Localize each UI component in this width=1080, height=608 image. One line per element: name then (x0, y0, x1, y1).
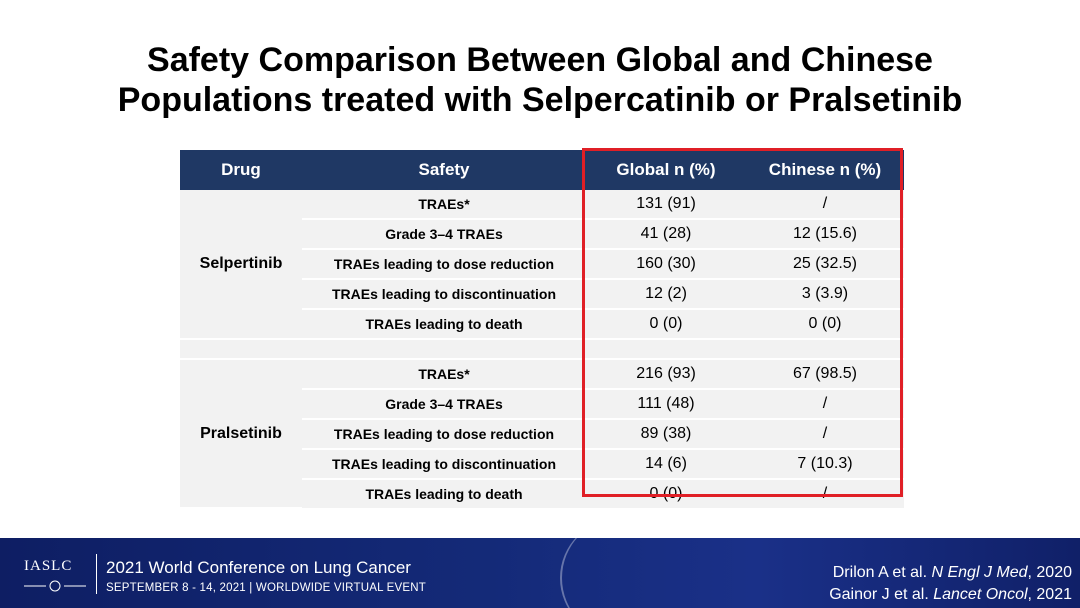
iaslc-logo: IASLC (20, 554, 90, 594)
footer-divider (96, 554, 97, 594)
chinese-cell: / (746, 190, 904, 220)
drug-cell-selpertinib: Selpertinib (180, 190, 302, 340)
chinese-cell: 25 (32.5) (746, 249, 904, 280)
table-row: TRAEs leading to dose reduction 160 (30)… (180, 249, 904, 280)
conference-name: 2021 World Conference on Lung Cancer (106, 558, 411, 577)
table-header-row: Drug Safety Global n (%) Chinese n (%) (180, 150, 904, 190)
global-cell: 89 (38) (586, 419, 746, 450)
chinese-cell: / (746, 419, 904, 450)
lungs-icon (24, 580, 86, 592)
safety-cell: TRAEs leading to discontinuation (302, 279, 586, 310)
global-cell: 131 (91) (586, 190, 746, 220)
global-cell: 111 (48) (586, 389, 746, 420)
header-safety: Safety (302, 150, 586, 190)
table-row: TRAEs leading to discontinuation 14 (6) … (180, 449, 904, 480)
table-row: TRAEs leading to death 0 (0) 0 (0) (180, 309, 904, 340)
ref-year: , 2021 (1027, 586, 1072, 603)
header-drug: Drug (180, 150, 302, 190)
safety-cell: TRAEs leading to discontinuation (302, 449, 586, 480)
reference-2: Gainor J et al. Lancet Oncol, 2021 (829, 584, 1072, 606)
reference-1: Drilon A et al. N Engl J Med, 2020 (829, 562, 1072, 584)
table-row: TRAEs leading to discontinuation 12 (2) … (180, 279, 904, 310)
global-cell: 160 (30) (586, 249, 746, 280)
table-row: TRAEs leading to dose reduction 89 (38) … (180, 419, 904, 450)
global-cell: 0 (0) (586, 309, 746, 340)
slide-title: Safety Comparison Between Global and Chi… (0, 40, 1080, 120)
chinese-cell: / (746, 389, 904, 420)
chinese-cell: 67 (98.5) (746, 359, 904, 390)
ref-year: , 2020 (1027, 564, 1072, 581)
safety-cell: TRAEs leading to dose reduction (302, 419, 586, 450)
global-cell: 14 (6) (586, 449, 746, 480)
spacer-cell (180, 339, 904, 360)
ref-authors: Gainor J et al. (829, 586, 934, 603)
references: Drilon A et al. N Engl J Med, 2020 Gaino… (829, 562, 1072, 606)
safety-cell: TRAEs leading to death (302, 479, 586, 508)
global-cell: 216 (93) (586, 359, 746, 390)
safety-cell: TRAEs* (302, 190, 586, 220)
chinese-cell: 7 (10.3) (746, 449, 904, 480)
table-row: Grade 3–4 TRAEs 111 (48) / (180, 389, 904, 420)
table-row: Pralsetinib TRAEs* 216 (93) 67 (98.5) (180, 359, 904, 509)
drug-cell-pralsetinib: Pralsetinib (180, 359, 302, 509)
table-spacer-row (180, 339, 904, 360)
ref-authors: Drilon A et al. (832, 564, 932, 581)
safety-table: Drug Safety Global n (%) Chinese n (%) S… (180, 150, 904, 509)
swoosh-decoration (560, 538, 682, 608)
logo-text: IASLC (24, 558, 73, 574)
safety-cell: TRAEs leading to dose reduction (302, 249, 586, 280)
safety-table-container: Drug Safety Global n (%) Chinese n (%) S… (180, 150, 904, 509)
table-row: Grade 3–4 TRAEs 41 (28) 12 (15.6) (180, 219, 904, 250)
header-global: Global n (%) (586, 150, 746, 190)
safety-cell: TRAEs* (302, 359, 586, 390)
safety-cell: Grade 3–4 TRAEs (302, 389, 586, 420)
global-cell: 0 (0) (586, 479, 746, 508)
ref-journal: Lancet Oncol (933, 586, 1028, 603)
chinese-cell: 3 (3.9) (746, 279, 904, 310)
safety-cell: Grade 3–4 TRAEs (302, 219, 586, 250)
title-line-2: Populations treated with Selpercatinib o… (117, 81, 963, 119)
ref-journal: N Engl J Med (931, 564, 1028, 581)
chinese-cell: / (746, 479, 904, 508)
conference-subtitle: SEPTEMBER 8 - 14, 2021 | WORLDWIDE VIRTU… (106, 582, 426, 594)
table-row: TRAEs leading to death 0 (0) / (180, 479, 904, 508)
chinese-cell: 0 (0) (746, 309, 904, 340)
global-cell: 12 (2) (586, 279, 746, 310)
safety-cell: TRAEs leading to death (302, 309, 586, 340)
chinese-cell: 12 (15.6) (746, 219, 904, 250)
footer-banner: IASLC 2021 World Conference on Lung Canc… (0, 538, 1080, 608)
table-row: Selpertinib TRAEs* 131 (91) / (180, 190, 904, 340)
title-line-1: Safety Comparison Between Global and Chi… (147, 41, 933, 79)
global-cell: 41 (28) (586, 219, 746, 250)
header-chinese: Chinese n (%) (746, 150, 904, 190)
